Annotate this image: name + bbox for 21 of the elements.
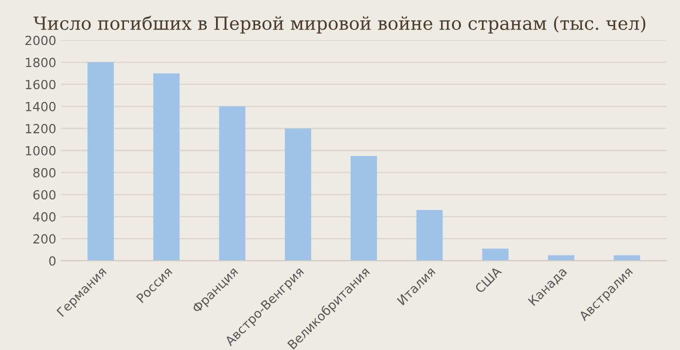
bar: [482, 248, 509, 261]
bar: [614, 255, 640, 261]
bar: [153, 73, 180, 261]
bar: [219, 106, 246, 261]
y-tick-label: 1000: [26, 146, 56, 156]
bar: [416, 210, 443, 261]
y-tick-label: 2000: [25, 36, 56, 46]
y-tick-label: 200: [33, 234, 56, 244]
y-tick-label: 0: [49, 256, 56, 266]
y-tick-label: 800: [33, 168, 56, 178]
y-tick-label: 600: [33, 190, 56, 200]
bar: [88, 62, 114, 261]
y-tick-label: 1800: [26, 58, 56, 68]
bar: [350, 156, 377, 261]
bar: [548, 255, 574, 261]
chart-title: Число погибших в Первой мировой войне по странам (тыс. чел): [33, 16, 646, 34]
y-tick-label: 1200: [26, 124, 56, 134]
y-tick-label: 400: [33, 212, 56, 222]
y-tick-label: 1600: [26, 80, 56, 90]
y-tick-label: 1400: [26, 102, 56, 112]
bar: [284, 128, 312, 261]
